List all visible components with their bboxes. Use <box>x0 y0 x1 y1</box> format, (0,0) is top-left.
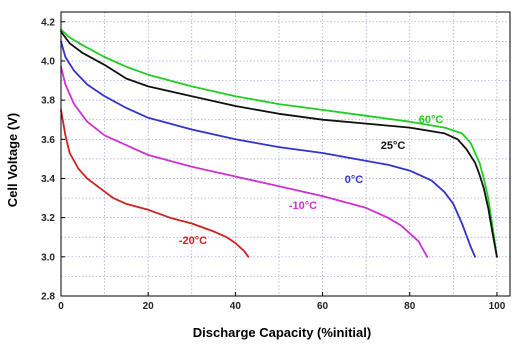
series-line-3 <box>60 65 429 258</box>
y-tick-label: 3.6 <box>41 135 55 146</box>
series-line-0 <box>60 28 498 258</box>
series-line-4 <box>60 109 250 258</box>
plot-frame <box>60 11 511 297</box>
y-axis-ticks: 2.8 3.0 3.2 3.4 3.6 3.8 4.0 4.2 <box>41 17 65 303</box>
series-label-0: 60°C <box>419 114 444 126</box>
y-tick-label: 4.0 <box>41 56 55 67</box>
x-tick-label: 20 <box>143 301 155 312</box>
x-tick-label: 100 <box>489 301 506 312</box>
y-tick-label: 3.0 <box>41 252 55 263</box>
x-axis-title: Discharge Capacity (%initial) <box>193 325 371 340</box>
y-axis-title: Cell Voltage (V) <box>5 113 20 207</box>
y-tick-label: 3.8 <box>41 96 55 107</box>
y-tick-label: 3.4 <box>41 174 55 185</box>
x-axis-ticks: 0 20 40 60 80 100 <box>58 292 506 312</box>
series-label-1: 25°C <box>381 140 406 152</box>
x-tick-label: 60 <box>317 301 329 312</box>
x-tick-label: 40 <box>230 301 242 312</box>
series-labels: 60°C 25°C 0°C -10°C -20°C <box>179 114 443 247</box>
x-tick-label: 0 <box>58 301 64 312</box>
series-line-1 <box>60 30 498 258</box>
y-tick-label: 2.8 <box>41 292 55 303</box>
series-curves <box>60 28 498 258</box>
series-label-3: -10°C <box>289 200 317 212</box>
series-label-4: -20°C <box>179 235 207 247</box>
y-tick-label: 3.2 <box>41 213 55 224</box>
x-tick-label: 80 <box>404 301 416 312</box>
series-line-2 <box>60 40 476 258</box>
series-label-2: 0°C <box>345 174 364 186</box>
y-tick-label: 4.2 <box>41 17 55 28</box>
grid <box>61 12 510 296</box>
